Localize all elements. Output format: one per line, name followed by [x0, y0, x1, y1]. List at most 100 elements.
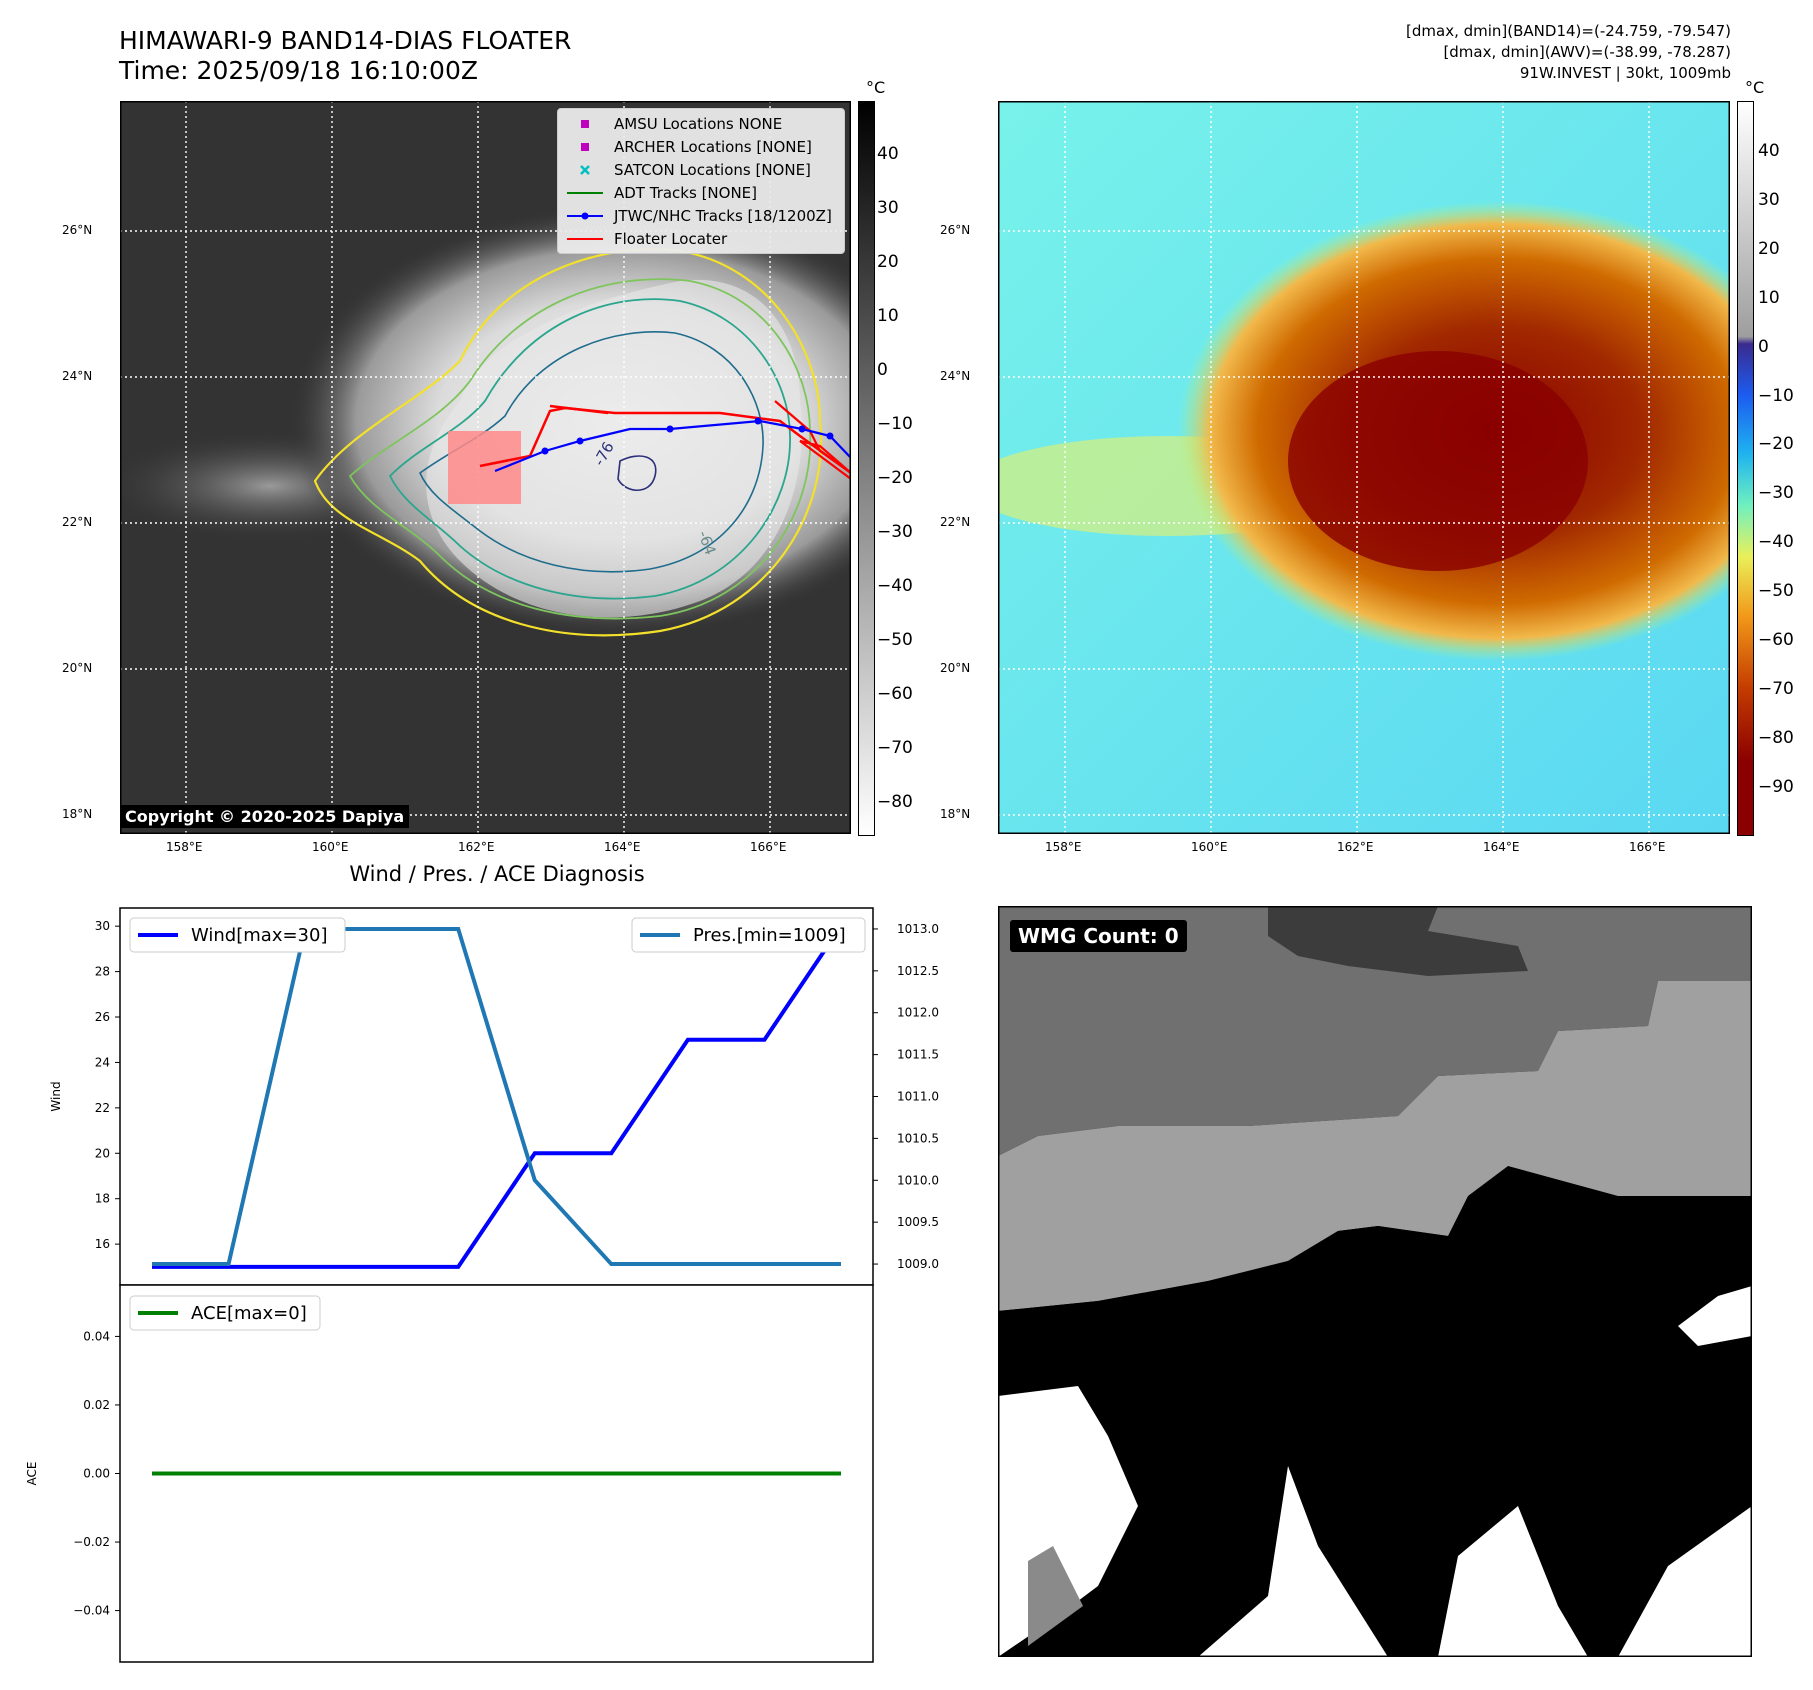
floater-box	[448, 431, 521, 504]
color-colorbar-tick: −80	[1758, 727, 1794, 748]
color-colorbar-tick: 40	[1758, 141, 1780, 161]
wind-ytick-label: 18	[95, 1192, 110, 1206]
gray-colorbar-tick: −40	[877, 576, 913, 596]
dmax-awv: [dmax, dmin](AWV)=(-38.99, -78.287)	[1443, 43, 1731, 61]
legend-marker	[567, 212, 603, 220]
legend-label: Floater Locater	[614, 230, 728, 248]
color-colorbar-tick: 0	[1758, 336, 1769, 357]
ir-grayscale-map: -76 -64 AMSU Locations NONE ARCHER Locati…	[120, 101, 851, 834]
color-colorbar-unit: °C	[1745, 78, 1765, 97]
figure-time: Time: 2025/09/18 16:10:00Z	[119, 56, 478, 85]
ace-ytick-label: 0.04	[83, 1329, 110, 1343]
legend-entry: SATCON Locations [NONE]	[564, 160, 811, 180]
color-colorbar-tick: 10	[1758, 287, 1780, 308]
legend-marker	[580, 165, 590, 175]
legend-label: JTWC/NHC Tracks [18/1200Z]	[614, 207, 832, 225]
pres-ytick-label: 1011.5	[897, 1048, 939, 1062]
lat-label-18: 18°N	[62, 807, 93, 821]
svg-text:Wind[max=30]: Wind[max=30]	[191, 925, 328, 946]
wind-axes-frame	[119, 907, 874, 1286]
wind-series-line	[152, 925, 843, 1269]
wind-ytick-label: 26	[95, 1010, 110, 1024]
pres-ytick-label: 1009.0	[897, 1257, 939, 1271]
wmg-panel: WMG Count: 0	[998, 906, 1752, 1657]
legend-entry: Floater Locater	[564, 229, 727, 249]
color-colorbar-tick: −40	[1758, 532, 1794, 553]
color-colorbar-tick: −10	[1758, 385, 1794, 406]
color-colorbar	[1737, 101, 1754, 836]
pressure-legend: Pres.[min=1009]	[631, 917, 866, 953]
color-colorbar-tick: −70	[1758, 678, 1794, 699]
legend-marker	[567, 192, 603, 194]
storm-info: 91W.INVEST | 30kt, 1009mb	[1519, 64, 1731, 82]
copyright-label: Copyright © 2020-2025 Dapiya	[120, 805, 410, 828]
lon-label-166: 166°E	[750, 840, 787, 854]
wind-ytick-label: 28	[95, 965, 110, 979]
color-colorbar-tick: −50	[1758, 581, 1794, 602]
contour-blue	[419, 331, 764, 573]
legend-label: AMSU Locations NONE	[614, 115, 783, 133]
gray-colorbar	[858, 101, 875, 836]
lat-label-22: 22°N	[62, 515, 93, 529]
wind-ytick-label: 22	[95, 1101, 110, 1115]
color-colorbar-tick: −20	[1758, 434, 1794, 455]
wind-ytick-label: 16	[95, 1237, 110, 1251]
map-gridlines-2	[998, 101, 1730, 834]
diagnosis-title: Wind / Pres. / ACE Diagnosis	[349, 862, 645, 886]
color-colorbar-tick: 30	[1758, 189, 1780, 210]
gray-colorbar-tick: 0	[877, 360, 888, 380]
pres-ytick-label: 1010.0	[897, 1173, 939, 1187]
lon-label-164: 164°E	[604, 840, 641, 854]
wind-legend: Wind[max=30]	[129, 917, 346, 953]
gray-colorbar-tick: −30	[877, 522, 913, 542]
pres-ytick-label: 1012.0	[897, 1006, 939, 1020]
ace-ytick-label: 0.00	[83, 1467, 110, 1481]
legend-entry: AMSU Locations NONE	[564, 114, 782, 134]
lon-label-160: 160°E	[312, 840, 349, 854]
legend-label: SATCON Locations [NONE]	[614, 161, 811, 179]
map-legend: AMSU Locations NONE ARCHER Locations [NON…	[557, 108, 845, 254]
gray-colorbar-unit: °C	[866, 78, 886, 97]
gray-colorbar-tick: 40	[877, 144, 899, 164]
color-colorbar-tick: 20	[1758, 238, 1780, 259]
lat-label-26: 26°N	[62, 223, 93, 237]
wind-axis-label: Wind	[49, 1081, 63, 1111]
lon-label-162: 162°E	[458, 840, 495, 854]
pres-ytick-label: 1011.0	[897, 1090, 939, 1104]
lon-label-158: 158°E	[166, 840, 203, 854]
diagnosis-chart: 30 28 26 24 22 20 18 16 1013.0 1012.5 1012.0 1011.5…	[25, 907, 939, 1663]
contour-yellow	[313, 248, 823, 637]
figure-title: HIMAWARI-9 BAND14-DIAS FLOATER	[119, 26, 572, 55]
lon-label-166-b: 166°E	[1629, 840, 1666, 854]
svg-text:ACE[max=0]: ACE[max=0]	[191, 1303, 307, 1324]
lat-label-26-b: 26°N	[940, 223, 971, 237]
lon-label-162-b: 162°E	[1337, 840, 1374, 854]
pressure-series-line	[152, 926, 841, 1267]
lon-label-158-b: 158°E	[1045, 840, 1082, 854]
legend-label: ADT Tracks [NONE]	[614, 184, 758, 202]
legend-label: ARCHER Locations [NONE]	[614, 138, 812, 156]
gray-colorbar-tick: −60	[877, 684, 913, 704]
svg-text:Pres.[min=1009]: Pres.[min=1009]	[693, 925, 846, 946]
lon-label-160-b: 160°E	[1191, 840, 1228, 854]
ace-legend: ACE[max=0]	[129, 1295, 321, 1331]
legend-entry: ARCHER Locations [NONE]	[564, 137, 812, 157]
lat-label-24: 24°N	[62, 369, 93, 383]
lat-label-22-b: 22°N	[940, 515, 971, 529]
gray-colorbar-tick: 20	[877, 252, 899, 272]
legend-marker	[581, 143, 589, 151]
pres-ytick-label: 1013.0	[897, 922, 939, 936]
pres-ytick-label: 1012.5	[897, 964, 939, 978]
gray-colorbar-tick: −80	[877, 792, 913, 812]
floater-locater-track	[479, 406, 851, 475]
pres-ytick-label: 1009.5	[897, 1215, 939, 1229]
ace-ytick-label: −0.02	[73, 1535, 110, 1549]
wind-ytick-label: 24	[95, 1055, 110, 1069]
legend-entry: JTWC/NHC Tracks [18/1200Z]	[564, 206, 832, 226]
gray-colorbar-tick: −20	[877, 468, 913, 488]
ir-color-map	[998, 101, 1730, 834]
gray-colorbar-tick: 10	[877, 306, 899, 326]
lat-label-18-b: 18°N	[940, 807, 971, 821]
wind-ytick-label: 20	[95, 1146, 110, 1160]
legend-entry: ADT Tracks [NONE]	[564, 183, 757, 203]
